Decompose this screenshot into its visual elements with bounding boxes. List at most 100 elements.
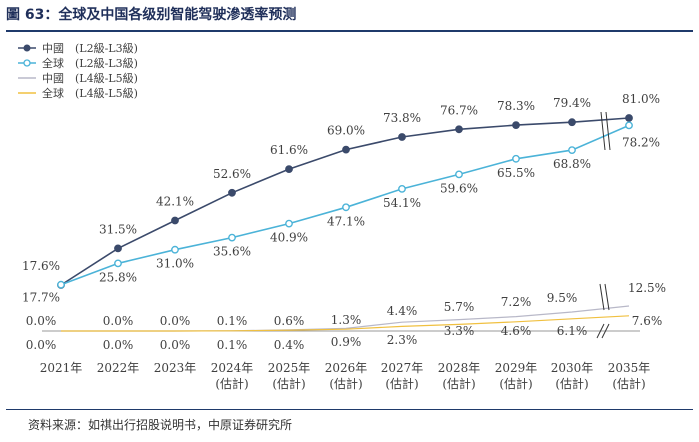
series-china-l2-l3-point xyxy=(625,114,633,122)
legend-marker xyxy=(23,59,31,67)
legend-label: 全球 (L2級-L3級) xyxy=(42,56,138,70)
x-tick-label: (估計) xyxy=(499,376,532,391)
series-china-l2-l3-point xyxy=(285,165,293,174)
data-label-global-l4: 2.3% xyxy=(387,333,418,347)
x-tick-label: 2021年 xyxy=(40,361,83,375)
x-tick-label: 2026年 xyxy=(325,361,368,375)
data-label-china-l4: 0.1% xyxy=(217,314,248,328)
x-tick-label: 2028年 xyxy=(438,361,481,375)
data-label-global-l4: 7.6% xyxy=(632,314,663,328)
data-label-global-l4: 0.0% xyxy=(26,338,57,352)
data-label-china-l4: 0.0% xyxy=(103,314,134,328)
data-label-global-l2: 47.1% xyxy=(327,214,365,228)
series-global-l2-l3-point xyxy=(398,184,406,193)
data-label-global-l2: 59.6% xyxy=(440,181,478,195)
x-tick-label: 2022年 xyxy=(97,361,140,375)
series-china-l2-l3-point xyxy=(398,133,406,141)
title-rule xyxy=(6,30,693,32)
data-label-global-l4: 0.0% xyxy=(160,338,191,352)
series-china-l2-l3-point xyxy=(114,244,122,253)
series-global-l2-l3-point xyxy=(342,203,350,212)
x-tick-label: 2029年 xyxy=(495,361,538,375)
x-tick-label: (估計) xyxy=(272,376,305,391)
series-global-l2-l3-point xyxy=(455,170,463,179)
data-label-china-l2: 17.6% xyxy=(22,259,60,273)
legend-marker xyxy=(23,44,31,52)
series-global-l2-l3-point xyxy=(228,233,236,242)
data-label-global-l2: 54.1% xyxy=(383,196,421,210)
axis-break-mark xyxy=(596,323,605,339)
data-label-global-l4: 0.4% xyxy=(274,338,305,352)
series-global-l4-l5-line xyxy=(61,315,630,332)
data-label-global-l4: 0.9% xyxy=(331,335,362,349)
axis-break-mark xyxy=(601,323,610,339)
data-label-global-l4: 6.1% xyxy=(557,324,588,338)
data-label-china-l4: 4.4% xyxy=(387,304,418,318)
data-label-china-l4: 1.3% xyxy=(331,313,362,327)
data-label-global-l2: 65.5% xyxy=(497,166,535,180)
axis-break-mark xyxy=(600,111,606,151)
series-global-l2-l3-point xyxy=(512,154,520,163)
data-label-global-l4: 4.6% xyxy=(501,324,532,338)
legend-label: 全球 (L4級-L5級) xyxy=(42,86,138,100)
series-global-l2-l3-point xyxy=(114,259,122,268)
data-label-global-l2: 40.9% xyxy=(270,231,308,245)
x-tick-label: 2027年 xyxy=(381,361,424,375)
data-label-china-l4: 0.6% xyxy=(274,314,305,328)
data-label-china-l4: 5.7% xyxy=(444,300,475,314)
series-china-l2-l3-point xyxy=(455,125,463,134)
x-tick-label: 2035年 xyxy=(608,361,651,375)
x-tick-label: (估計) xyxy=(612,376,645,391)
data-label-global-l4: 3.3% xyxy=(444,324,475,338)
x-tick-label: (估計) xyxy=(442,376,475,391)
source-note: 资料来源：如祺出行招股说明书，中原证券研究所 xyxy=(28,418,293,432)
series-china-l2-l3-point xyxy=(228,188,236,197)
series-china-l2-l3-line xyxy=(60,117,630,286)
data-label-global-l2: 35.6% xyxy=(213,245,251,259)
x-tick-label: (估計) xyxy=(215,376,248,391)
data-label-china-l2: 78.3% xyxy=(497,99,535,113)
chart-title: 圖 63：全球及中国各级别智能驾驶滲透率预测 xyxy=(6,7,297,23)
data-label-china-l2: 76.7% xyxy=(440,103,478,117)
data-label-china-l4: 0.0% xyxy=(160,314,191,328)
x-tick-label: 2023年 xyxy=(154,361,197,375)
data-label-global-l2: 78.2% xyxy=(622,135,660,149)
data-label-global-l2: 17.7% xyxy=(22,291,60,305)
series-global-l2-l3-point xyxy=(57,280,65,289)
data-label-china-l4: 0.0% xyxy=(26,314,57,328)
data-label-global-l2: 31.0% xyxy=(156,257,194,271)
source-rule xyxy=(6,409,693,410)
data-label-china-l2: 52.6% xyxy=(213,167,251,181)
series-global-l2-l3-point xyxy=(171,245,179,254)
axis-break-mark xyxy=(605,111,611,151)
data-label-china-l2: 81.0% xyxy=(622,92,660,106)
x-tick-label: 2025年 xyxy=(268,361,311,375)
data-label-china-l2: 79.4% xyxy=(553,96,591,110)
data-label-china-l4: 12.5% xyxy=(628,281,666,295)
x-tick-label: (估計) xyxy=(385,376,418,391)
legend-label: 中國 (L2級-L3級) xyxy=(42,42,138,55)
x-tick-label: (估計) xyxy=(555,376,588,391)
legend-label: 中國 (L4級-L5級) xyxy=(42,72,138,85)
axis-break-mark xyxy=(599,283,605,311)
x-tick-label: 2024年 xyxy=(211,361,254,375)
data-label-china-l2: 61.6% xyxy=(270,143,308,157)
data-label-china-l2: 31.5% xyxy=(99,222,137,236)
data-label-global-l4: 0.0% xyxy=(103,338,134,352)
series-china-l2-l3-point xyxy=(568,118,576,127)
series-global-l2-l3-point xyxy=(285,219,293,228)
data-label-global-l2: 25.8% xyxy=(99,270,137,284)
series-global-l2-l3-point xyxy=(625,121,633,130)
series-china-l2-l3-point xyxy=(171,216,179,225)
x-tick-label: (估計) xyxy=(329,376,362,391)
data-label-china-l2: 73.8% xyxy=(383,111,421,125)
series-global-l2-l3-point xyxy=(568,146,576,155)
data-label-global-l4: 0.1% xyxy=(217,338,248,352)
axis-break-mark xyxy=(604,283,610,311)
data-label-china-l4: 9.5% xyxy=(547,291,578,305)
series-china-l2-l3-point xyxy=(512,121,520,130)
x-tick-label: 2030年 xyxy=(551,361,594,375)
data-label-global-l2: 68.8% xyxy=(553,157,591,171)
series-china-l2-l3-point xyxy=(342,145,350,154)
